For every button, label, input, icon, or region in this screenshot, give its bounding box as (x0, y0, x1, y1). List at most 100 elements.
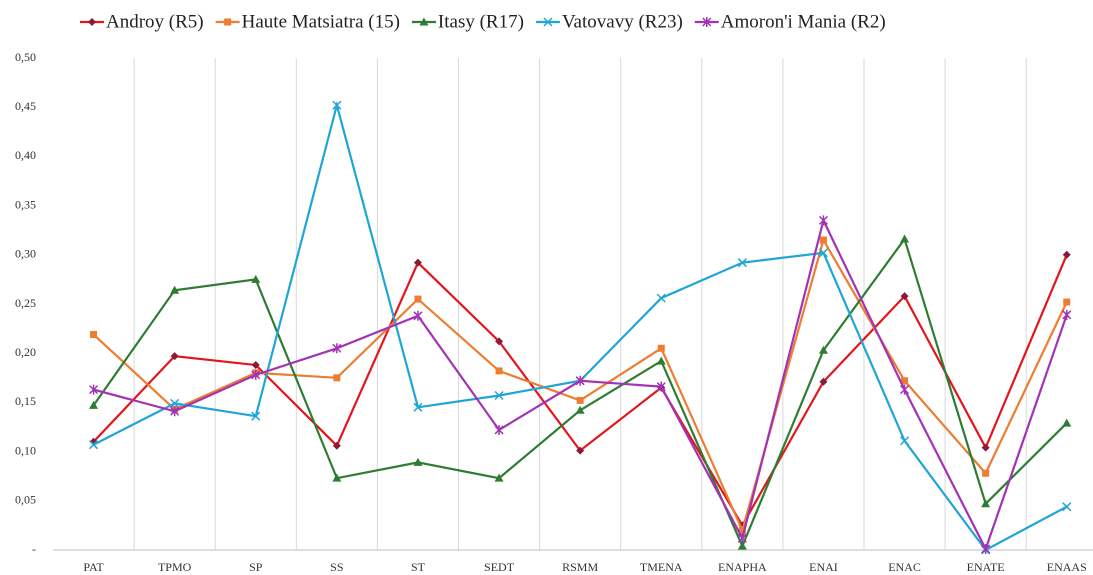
legend-label: Amoron'i Mania (R2) (721, 11, 886, 32)
x-tick-label: ST (411, 560, 426, 574)
marker (494, 473, 504, 482)
y-tick-label: 0,30 (15, 247, 36, 261)
marker (413, 457, 423, 466)
legend-label: Vatovavy (R23) (562, 11, 683, 32)
marker (332, 473, 342, 482)
marker (494, 424, 504, 435)
marker (170, 285, 180, 294)
marker (656, 293, 666, 303)
marker (543, 17, 553, 27)
marker (224, 18, 232, 26)
marker (900, 384, 910, 395)
marker (332, 343, 342, 354)
x-tick-label: SEDT (484, 560, 515, 574)
legend-label: Androy (R5) (106, 11, 204, 32)
marker (89, 440, 99, 450)
marker (251, 361, 260, 370)
marker (656, 381, 666, 392)
marker (1062, 309, 1072, 320)
marker (1062, 502, 1072, 512)
marker (495, 337, 504, 346)
x-tick-label: SS (330, 560, 343, 574)
marker (1062, 418, 1072, 427)
marker (819, 377, 828, 386)
marker (170, 352, 179, 361)
marker (90, 331, 98, 339)
y-tick-label: 0,35 (15, 197, 36, 211)
marker (89, 400, 99, 409)
marker (819, 236, 827, 244)
marker (900, 436, 910, 446)
y-tick-label: 0,25 (15, 296, 36, 310)
marker (818, 215, 828, 226)
x-tick-label: ENAI (809, 560, 838, 574)
y-tick-label: 0,40 (15, 148, 36, 162)
marker (413, 402, 423, 412)
legend-item: Haute Matsiatra (15) (215, 11, 400, 32)
marker (982, 469, 990, 477)
x-tick-label: ENATE (967, 560, 1005, 574)
marker (89, 384, 99, 395)
marker (251, 274, 261, 283)
marker (657, 344, 665, 352)
marker (576, 396, 584, 404)
series (89, 234, 1072, 550)
marker (495, 367, 503, 375)
marker (900, 234, 910, 243)
marker (818, 345, 828, 354)
y-tick-label: 0,20 (15, 345, 36, 359)
series (89, 250, 1071, 530)
marker (414, 295, 422, 303)
marker (88, 18, 96, 26)
marker (576, 446, 585, 455)
marker (575, 375, 585, 386)
marker (413, 258, 422, 267)
marker (818, 248, 828, 258)
legend-item: Amoron'i Mania (R2) (694, 11, 886, 32)
x-tick-label: ENAC (888, 560, 921, 574)
legend-item: Vatovavy (R23) (535, 11, 683, 32)
y-tick-label: 0,45 (15, 99, 36, 113)
y-tick-label: - (32, 542, 36, 556)
marker (419, 17, 429, 26)
marker (170, 398, 180, 408)
marker (901, 377, 909, 385)
marker (981, 544, 991, 555)
y-tick-label: 0,15 (15, 394, 36, 408)
marker (251, 369, 261, 380)
x-tick-label: PAT (83, 560, 104, 574)
y-tick-label: 0,50 (15, 50, 36, 64)
marker (332, 441, 341, 450)
marker (413, 310, 423, 321)
marker (981, 443, 990, 452)
x-tick-label: TPMO (158, 560, 192, 574)
marker (981, 499, 991, 508)
marker (170, 406, 180, 417)
marker (656, 356, 666, 365)
x-tick-label: SP (249, 560, 263, 574)
legend-item: Androy (R5) (80, 11, 204, 32)
legend-label: Itasy (R17) (438, 11, 524, 32)
marker (738, 526, 746, 534)
marker (333, 374, 341, 382)
y-tick-label: 0,05 (15, 493, 36, 507)
marker (737, 258, 747, 268)
x-tick-label: ENAPHA (718, 560, 767, 574)
marker (332, 100, 342, 110)
y-tick-label: 0,10 (15, 443, 36, 457)
x-tick-label: RSMM (562, 560, 598, 574)
x-tick-label: TMENA (640, 560, 683, 574)
marker (1062, 250, 1071, 259)
series (89, 100, 1072, 555)
marker (494, 390, 504, 401)
marker (737, 541, 747, 550)
legend-label: Haute Matsiatra (15) (242, 11, 400, 32)
marker (900, 292, 909, 301)
marker (702, 17, 712, 27)
x-tick-label: ENAAS (1047, 560, 1087, 574)
marker (1063, 298, 1071, 306)
series (89, 215, 1072, 555)
legend-item: Itasy (R17) (411, 11, 524, 32)
marker (575, 405, 585, 414)
